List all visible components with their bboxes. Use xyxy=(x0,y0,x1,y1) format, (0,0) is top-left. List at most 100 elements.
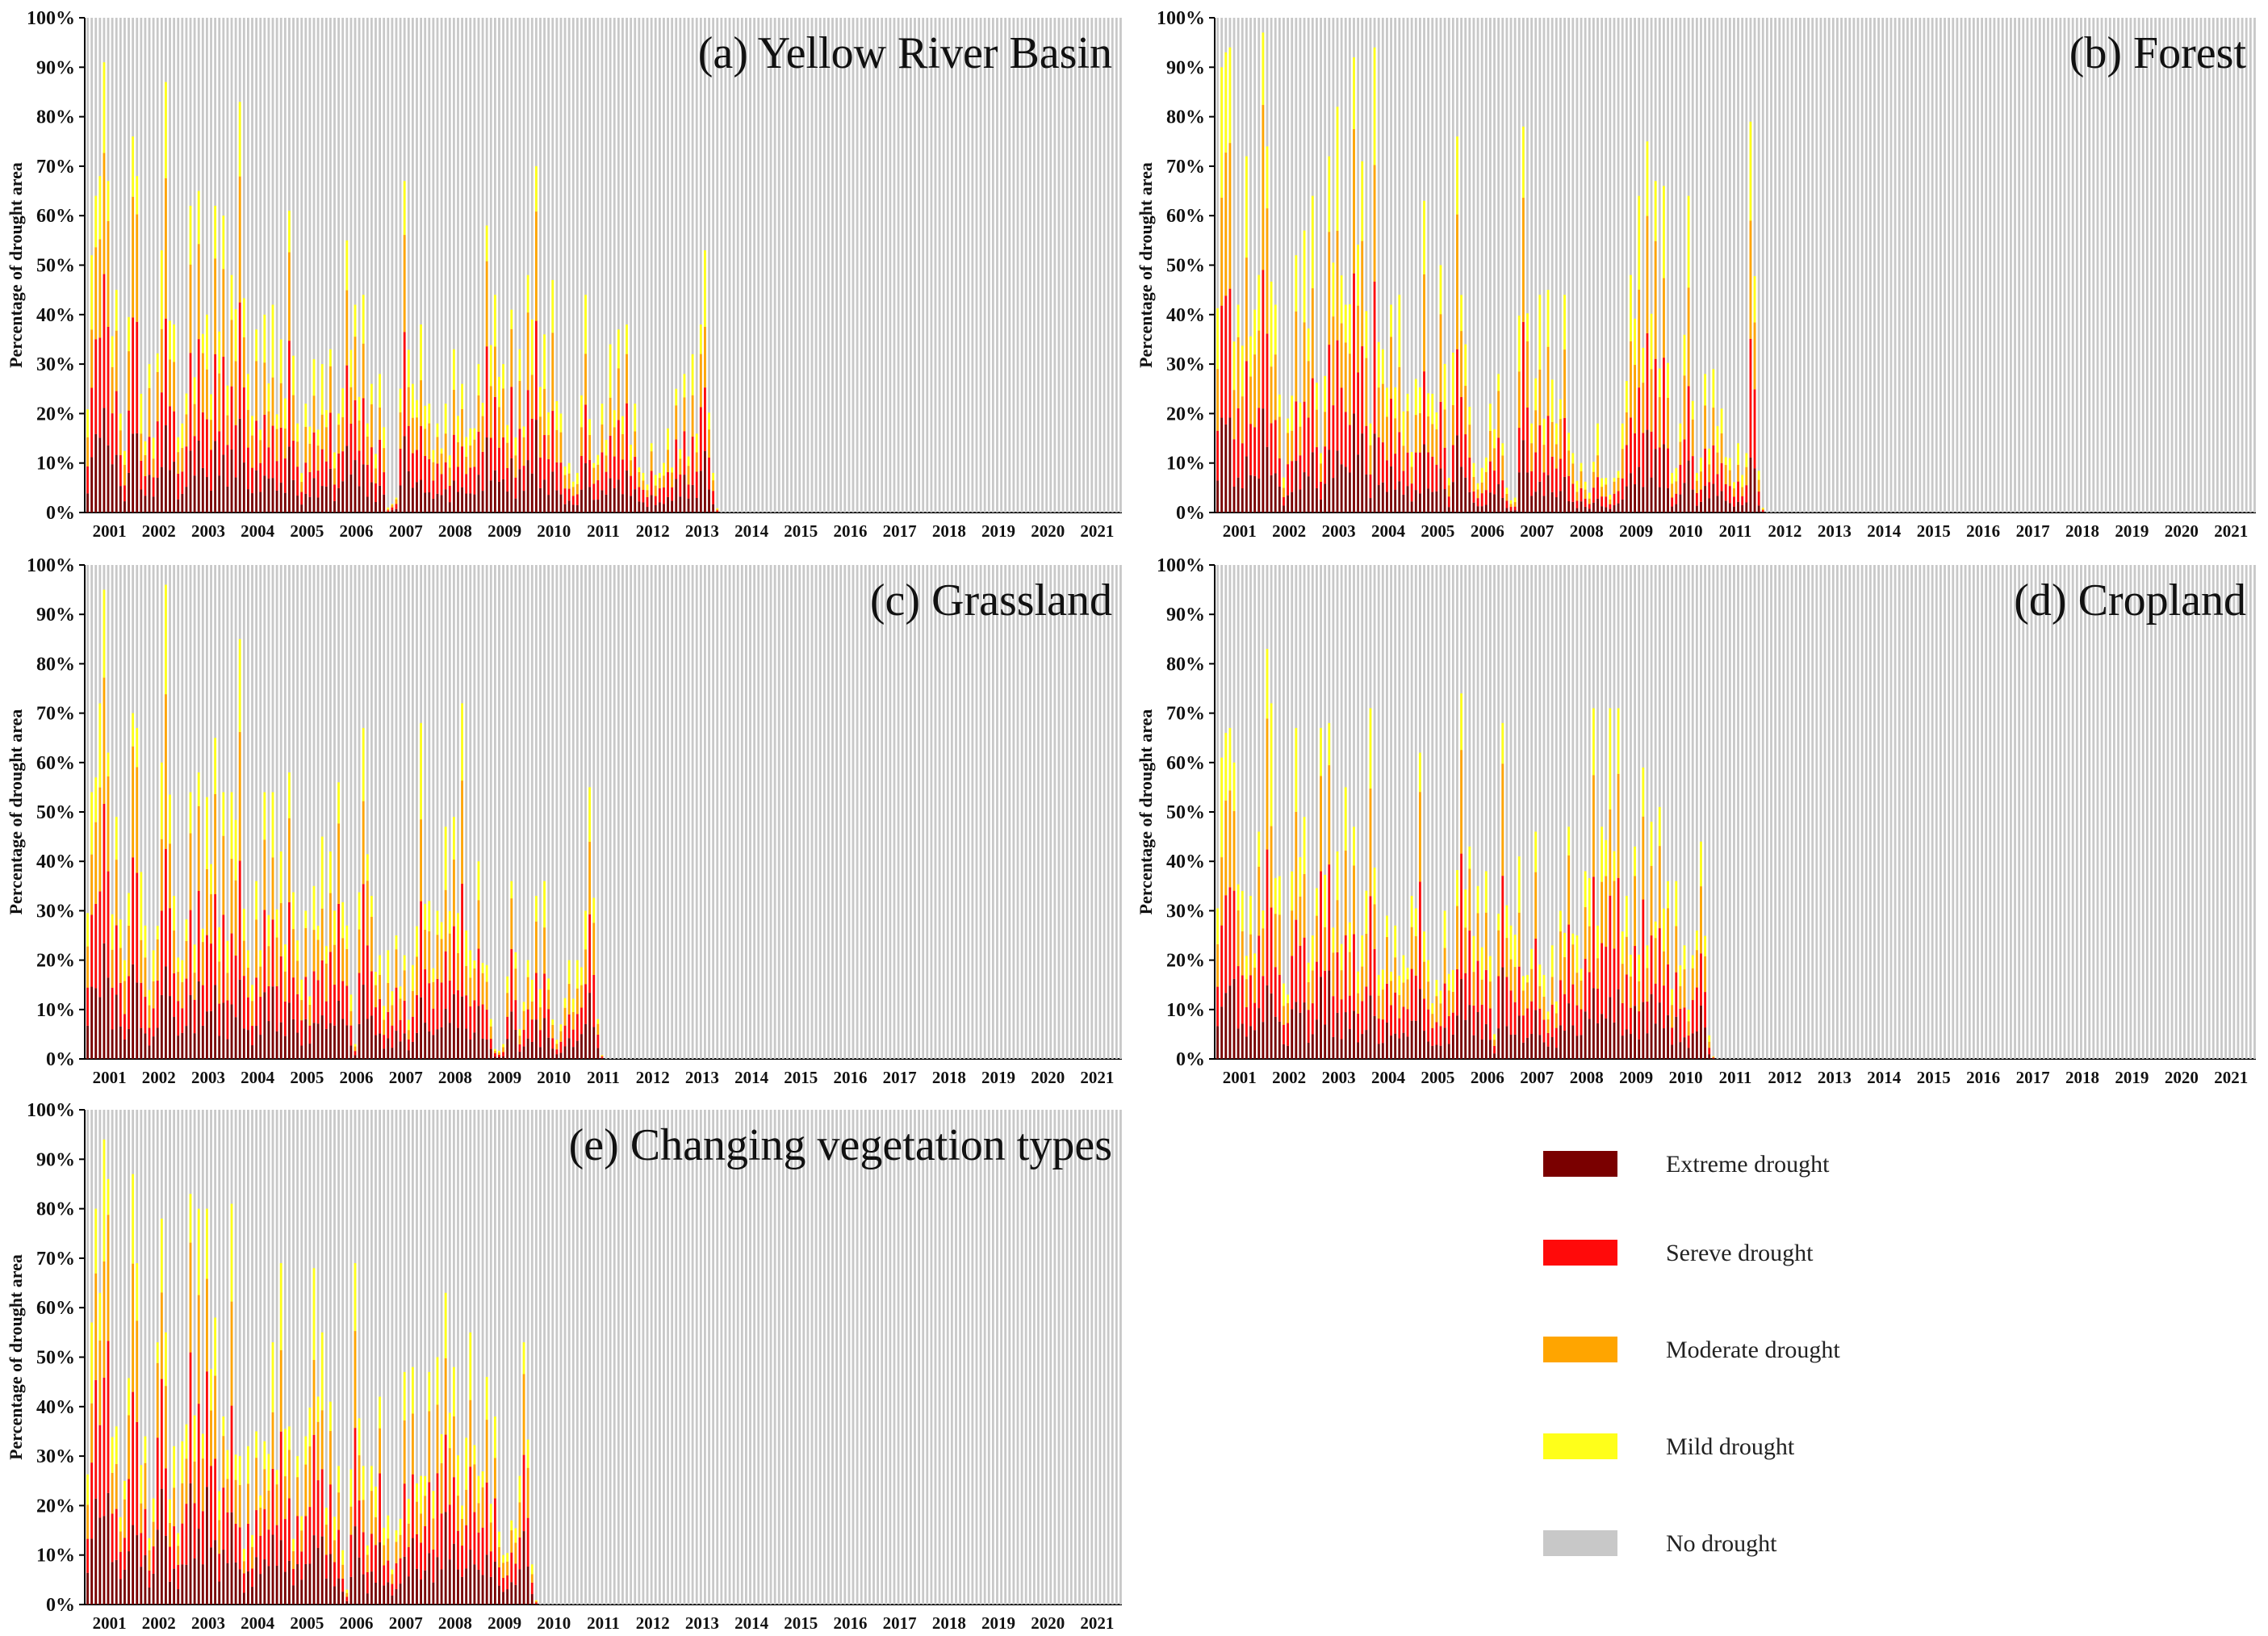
bar-no-drought xyxy=(1073,1110,1077,1605)
bar-no-drought xyxy=(1386,565,1388,1059)
y-tick-label: 90% xyxy=(36,1149,75,1170)
bar-severe xyxy=(263,414,266,476)
bar-mild xyxy=(551,1019,554,1025)
bar-no-drought xyxy=(745,565,747,1059)
bar-severe xyxy=(1513,506,1517,511)
bar-no-drought xyxy=(724,1110,727,1605)
bar-no-drought xyxy=(2174,18,2178,513)
bar-moderate xyxy=(316,446,320,471)
bar-no-drought xyxy=(2187,565,2190,1059)
bar-no-drought xyxy=(749,565,751,1059)
bar-severe xyxy=(1216,986,1219,1027)
bar-no-drought xyxy=(1270,18,1273,513)
bar-moderate xyxy=(123,464,126,486)
bar-moderate xyxy=(592,923,596,975)
bar-no-drought xyxy=(2154,565,2157,1059)
bar-moderate xyxy=(1283,487,1285,498)
bar-no-drought xyxy=(1361,565,1364,1059)
bar-no-drought xyxy=(790,565,793,1059)
x-tick-label: 2006 xyxy=(340,521,374,541)
bar-extreme xyxy=(345,1025,349,1059)
bar-no-drought xyxy=(1601,18,1604,513)
bar-no-drought xyxy=(283,1110,287,1605)
bar-moderate xyxy=(485,981,488,1010)
bar-extreme xyxy=(1357,1042,1360,1059)
bar-severe xyxy=(177,1564,180,1590)
bar-mild xyxy=(530,319,534,375)
bar-no-drought xyxy=(111,1110,114,1605)
bar-no-drought xyxy=(1613,565,1616,1059)
y-tick-label: 50% xyxy=(1166,256,1205,277)
y-tick-label: 30% xyxy=(36,1446,75,1467)
bar-moderate xyxy=(481,416,484,452)
bar-no-drought xyxy=(510,18,513,513)
bar-no-drought xyxy=(1753,565,1756,1059)
bar-no-drought xyxy=(349,565,353,1059)
bar-severe xyxy=(160,910,163,995)
bar-severe xyxy=(169,1546,171,1582)
bar-severe xyxy=(1241,975,1244,1024)
bar-severe xyxy=(1704,448,1707,487)
bar-no-drought xyxy=(1819,18,1822,513)
bar-no-drought xyxy=(292,18,295,513)
bar-no-drought xyxy=(399,18,402,513)
bar-severe xyxy=(144,475,147,496)
bar-mild xyxy=(1505,905,1509,939)
bar-no-drought xyxy=(856,1110,859,1605)
bar-mild xyxy=(416,926,418,957)
bar-moderate xyxy=(1241,931,1244,976)
bar-mild xyxy=(399,986,402,999)
bar-severe xyxy=(156,1437,159,1530)
bar-severe xyxy=(555,1049,559,1055)
bar-no-drought xyxy=(547,1110,550,1605)
bar-no-drought xyxy=(1868,565,1872,1059)
bar-severe xyxy=(1675,493,1678,504)
bar-no-drought xyxy=(638,1110,641,1605)
bar-extreme xyxy=(1427,1041,1430,1059)
bar-no-drought xyxy=(514,1110,517,1605)
x-tick-label: 2012 xyxy=(636,1613,670,1633)
bar-no-drought xyxy=(1575,565,1579,1059)
y-tick-label: 20% xyxy=(36,951,75,972)
bar-mild xyxy=(341,388,345,417)
bar-no-drought xyxy=(1468,565,1471,1059)
bar-no-drought xyxy=(736,18,739,513)
bar-mild xyxy=(201,1433,204,1459)
bar-mild xyxy=(613,410,616,428)
bar-extreme xyxy=(1749,457,1752,513)
bar-mild xyxy=(1642,767,1645,817)
bar-no-drought xyxy=(349,1110,353,1605)
bar-moderate xyxy=(448,933,451,981)
bar-moderate xyxy=(98,1340,102,1425)
bar-mild xyxy=(1517,315,1521,372)
bar-mild xyxy=(514,1528,517,1543)
bar-moderate xyxy=(210,1410,212,1467)
x-tick-label: 2011 xyxy=(587,1068,620,1087)
bar-moderate xyxy=(1472,972,1475,1006)
bar-moderate xyxy=(1634,365,1636,433)
bar-extreme xyxy=(1687,1048,1690,1059)
bar-extreme xyxy=(304,1019,308,1059)
bar-no-drought xyxy=(1082,18,1085,513)
bar-extreme xyxy=(1509,510,1513,513)
bar-extreme xyxy=(333,500,336,513)
bar-moderate xyxy=(1377,387,1380,437)
bar-no-drought xyxy=(2034,18,2037,513)
bar-severe xyxy=(1447,496,1450,508)
bar-extreme xyxy=(165,966,167,1059)
bar-mild xyxy=(642,472,645,481)
bar-extreme xyxy=(424,492,427,513)
bar-no-drought xyxy=(1737,565,1739,1059)
bar-mild xyxy=(1262,32,1265,106)
bar-mild xyxy=(1220,67,1224,198)
bar-no-drought xyxy=(337,18,341,513)
bar-extreme xyxy=(271,1534,274,1605)
bar-mild xyxy=(144,441,147,455)
bar-moderate xyxy=(461,1518,463,1546)
bar-no-drought xyxy=(1761,18,1764,513)
bar-extreme xyxy=(362,985,365,1059)
bar-mild xyxy=(539,989,542,1008)
bar-extreme xyxy=(218,1581,221,1605)
bar-severe xyxy=(485,346,488,438)
bar-extreme xyxy=(1472,1035,1475,1059)
